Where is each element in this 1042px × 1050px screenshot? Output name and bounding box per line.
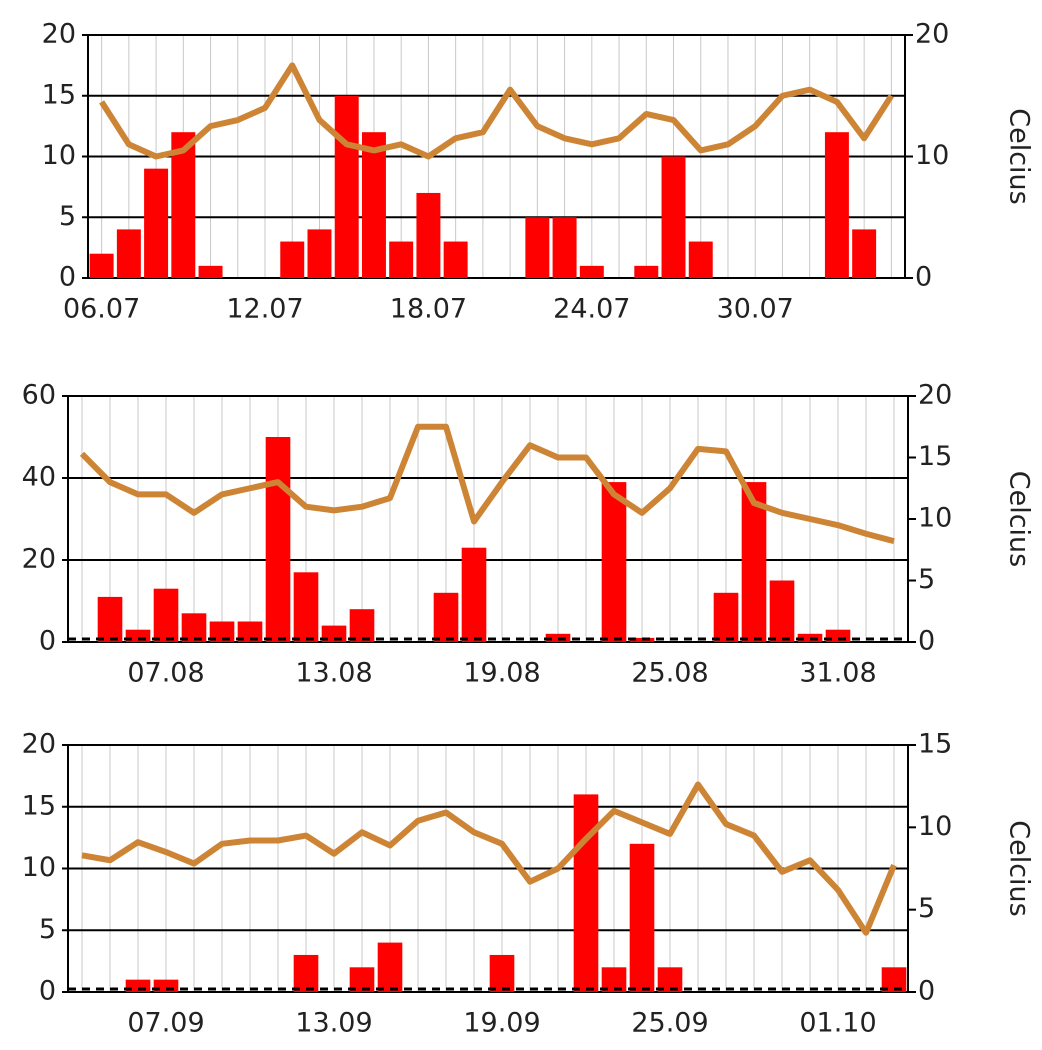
- y2-tick-label: 0: [915, 262, 932, 293]
- y2-tick-label: 10: [915, 140, 949, 171]
- y2-tick-label: 0: [918, 626, 935, 657]
- bar: [769, 580, 795, 642]
- bar: [293, 572, 319, 642]
- panel: 0 5 10 15 20 0 5 10 15 07.09 13.09 19.09 25.09 01.10 C…: [22, 729, 1035, 1039]
- bar: [116, 229, 141, 278]
- bar: [280, 241, 305, 278]
- x-tick-label: 18.07: [390, 294, 467, 325]
- x-tick-label: 07.08: [127, 658, 204, 689]
- y-tick-label: 0: [39, 976, 56, 1007]
- bar: [153, 588, 179, 642]
- y-tick-label: 5: [59, 201, 76, 232]
- bar: [688, 241, 713, 278]
- bar: [573, 794, 599, 992]
- y2-tick-label: 10: [918, 811, 952, 842]
- bar: [361, 132, 386, 278]
- y-tick-label: 20: [22, 729, 56, 760]
- y2-axis-label: Celcius: [1004, 471, 1035, 568]
- panel: 0 20 40 60 0 5 10 15 20 07.08 13.08 19.08 25.08 31.08…: [22, 380, 1035, 689]
- bar: [307, 229, 332, 278]
- y-tick-label: 10: [42, 140, 76, 171]
- x-tick-label: 30.07: [717, 294, 794, 325]
- y-tick-label: 10: [22, 852, 56, 883]
- y2-tick-label: 0: [918, 976, 935, 1007]
- x-tick-label: 24.07: [553, 294, 630, 325]
- y2-tick-label: 5: [918, 564, 935, 595]
- x-tick-label: 01.10: [799, 1008, 876, 1039]
- line: [99, 62, 894, 160]
- bar: [824, 132, 849, 278]
- bar: [661, 156, 686, 278]
- bar: [525, 217, 550, 278]
- bar: [629, 843, 655, 992]
- bar: [489, 954, 515, 992]
- y2-tick-label: 20: [915, 19, 949, 50]
- y2-tick-label: 20: [918, 380, 952, 411]
- bar: [579, 265, 604, 278]
- y2-tick-label: 15: [918, 441, 952, 472]
- bar: [416, 192, 441, 278]
- bar: [334, 95, 359, 278]
- y-tick-label: 15: [42, 79, 76, 110]
- x-tick-label: 13.09: [295, 1008, 372, 1039]
- y-tick-label: 60: [22, 380, 56, 411]
- y2-tick-label: 15: [918, 729, 952, 760]
- bar: [265, 437, 291, 642]
- panel: 0 5 10 15 20 0 10 20 06.07 12.07 18.07 24.07 30.07 Ce…: [42, 19, 1035, 325]
- bar: [349, 609, 375, 642]
- x-tick-label: 19.08: [463, 658, 540, 689]
- x-tick-label: 25.08: [631, 658, 708, 689]
- x-tick-label: 07.09: [127, 1008, 204, 1039]
- bar: [209, 621, 235, 642]
- line: [81, 781, 897, 936]
- bar: [198, 265, 223, 278]
- bar: [852, 229, 877, 278]
- y2-tick-label: 10: [918, 503, 952, 534]
- x-tick-label: 19.09: [463, 1008, 540, 1039]
- bar: [389, 241, 414, 278]
- bar: [237, 621, 263, 642]
- bar: [181, 613, 207, 642]
- y2-axis-label: Celcius: [1004, 820, 1035, 917]
- bar: [461, 547, 487, 642]
- y-tick-label: 0: [59, 262, 76, 293]
- plot-frame: [67, 744, 909, 993]
- bar: [171, 132, 196, 278]
- bar: [634, 265, 659, 278]
- x-tick-label: 13.08: [295, 658, 372, 689]
- bar: [713, 592, 739, 642]
- bar: [443, 241, 468, 278]
- y-tick-label: 0: [39, 626, 56, 657]
- y2-axis-label: Celcius: [1004, 108, 1035, 205]
- bar: [89, 253, 114, 278]
- bar: [293, 954, 319, 992]
- plot-frame: [87, 34, 906, 279]
- y-tick-label: 5: [39, 914, 56, 945]
- y-tick-label: 40: [22, 462, 56, 493]
- plot-frame: [67, 395, 909, 643]
- bar: [97, 596, 123, 642]
- x-tick-label: 12.07: [226, 294, 303, 325]
- x-tick-label: 06.07: [63, 294, 140, 325]
- y2-tick-label: 5: [918, 893, 935, 924]
- x-tick-label: 25.09: [631, 1008, 708, 1039]
- bar: [601, 482, 627, 642]
- bar: [144, 168, 169, 278]
- line: [79, 423, 895, 545]
- bar: [552, 217, 577, 278]
- y-tick-label: 15: [22, 790, 56, 821]
- bar: [433, 592, 459, 642]
- y-tick-label: 20: [42, 19, 76, 50]
- y-tick-label: 20: [22, 544, 56, 575]
- x-tick-label: 31.08: [799, 658, 876, 689]
- bar: [377, 942, 403, 992]
